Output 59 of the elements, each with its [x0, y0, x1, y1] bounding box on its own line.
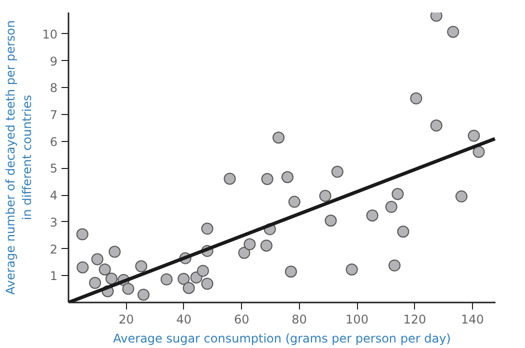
point [319, 190, 332, 202]
point [455, 190, 468, 202]
y-tick-label: 6 [50, 134, 58, 149]
point [260, 240, 272, 252]
point [160, 273, 173, 286]
y-tick-label: 10 [42, 27, 58, 42]
point [108, 246, 121, 258]
point [324, 214, 337, 227]
y-tick-label: 8 [50, 81, 58, 96]
point [224, 172, 236, 185]
point [388, 259, 401, 272]
point [447, 26, 460, 38]
point [366, 210, 378, 222]
x-axis-title: Average sugar consumption (grams per person per day) [113, 332, 451, 346]
point [135, 260, 148, 272]
point [89, 276, 102, 289]
point [281, 171, 294, 184]
y-tick-label: 7 [50, 108, 58, 122]
x-tick-label: 140 [460, 312, 484, 326]
point [331, 166, 344, 178]
y-tick-label: 3 [50, 215, 58, 230]
y-axis-title: Average number of decayed teeth per person in different countries [3, 20, 34, 295]
x-tick-label: 20 [118, 312, 134, 326]
point [288, 196, 300, 208]
y-tick-label: 1 [50, 269, 58, 284]
point [244, 238, 256, 250]
point [98, 263, 111, 276]
point [284, 266, 297, 278]
point [385, 200, 398, 213]
point [76, 261, 89, 274]
point [105, 272, 118, 285]
point [238, 246, 250, 259]
point [272, 132, 285, 144]
point [182, 282, 195, 294]
point [91, 253, 104, 266]
y-tick-label: 5 [50, 162, 58, 176]
point [138, 288, 150, 301]
point [430, 120, 442, 132]
x-tick-label: 60 [234, 312, 250, 326]
x-tick-label: 80 [292, 312, 307, 326]
y-tick-label: 2 [50, 242, 58, 256]
x-tick-label: 120 [403, 312, 426, 326]
point [261, 172, 274, 185]
x-tick-label: 40 [176, 312, 192, 326]
point [346, 263, 358, 276]
y-tick-label: 9 [50, 54, 58, 68]
point [201, 278, 214, 290]
point [392, 188, 404, 200]
x-tick-label: 100 [346, 312, 368, 326]
point [472, 146, 485, 158]
point [397, 226, 410, 238]
point [410, 92, 422, 104]
point [201, 222, 214, 235]
y-tick-label: 4 [50, 188, 58, 203]
point [196, 264, 209, 277]
point [122, 282, 134, 295]
point [76, 228, 88, 240]
point [468, 130, 480, 142]
point [178, 272, 190, 285]
